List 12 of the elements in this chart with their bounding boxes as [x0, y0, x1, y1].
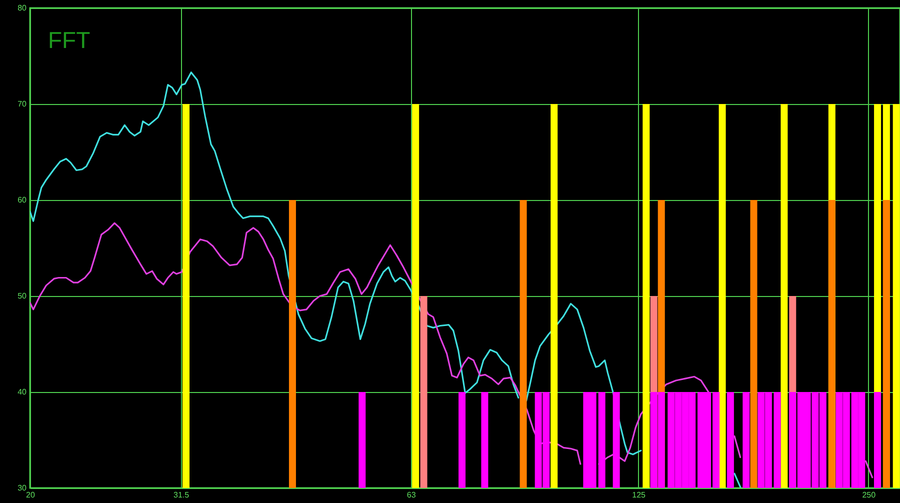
text: FFT [48, 27, 90, 53]
y-tick-label: 40 [18, 388, 28, 396]
x-tick-label: 31.5 [173, 490, 190, 500]
y-tick-label: 70 [18, 100, 28, 108]
y-tick-label: 80 [18, 4, 28, 12]
x-tick-label: 20 [26, 490, 36, 500]
x-tick-label: 63 [406, 490, 416, 500]
y-tick-label: 50 [18, 292, 28, 300]
x-tick-label: 125 [632, 490, 646, 500]
y-tick-label: 30 [18, 484, 28, 492]
x-tick-label: 250 [862, 490, 876, 500]
y-tick-label: 60 [18, 196, 28, 204]
